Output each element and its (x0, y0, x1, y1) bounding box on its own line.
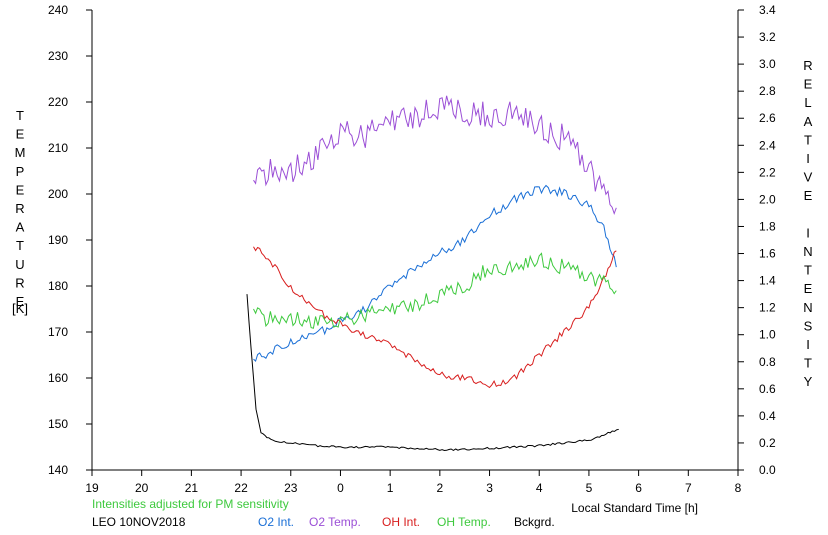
y-left-unit: [K] (12, 301, 28, 316)
x-tick-label: 20 (135, 481, 149, 495)
y-right-title-letter: N (803, 300, 812, 315)
y-right-title-letter: N (803, 244, 812, 259)
y-left-title-letter: P (16, 164, 25, 179)
series-lines (246, 95, 619, 452)
series-line-oh-int (253, 246, 617, 389)
y-left-tick-label: 160 (48, 371, 68, 385)
station-text: LEO 10NOV2018 (92, 515, 186, 529)
y-left-title-letter: E (16, 182, 25, 197)
legend: Intensities adjusted for PM sensitivity L… (92, 497, 555, 529)
y-left-title-letter: R (15, 201, 24, 216)
legend-entry-oh-temp: OH Temp. (437, 515, 491, 529)
y-right-tick-label: 3.0 (759, 57, 776, 71)
y-left-title-letter: M (15, 145, 26, 160)
y-right-tick-label: 3.4 (759, 3, 776, 17)
series-line-o2-temp (253, 95, 617, 216)
y-right-title-letter: A (804, 114, 813, 129)
y-left-tick-label: 230 (48, 49, 68, 63)
y-left-title-letter: T (16, 238, 24, 253)
x-tick-label: 1 (387, 481, 394, 495)
x-tick-label: 0 (337, 481, 344, 495)
y-right-tick-label: 1.4 (759, 274, 776, 288)
y-right-tick-label: 0.6 (759, 382, 776, 396)
legend-entry-bckgrd: Bckgrd. (514, 515, 555, 529)
y-right-tick-label: 0.4 (759, 409, 776, 423)
y-left-tick-label: 150 (48, 417, 68, 431)
y-left-title-letter: E (16, 294, 25, 309)
y-right-title-letter: R (803, 58, 812, 73)
axes (86, 9, 744, 476)
axis-labels: 19 20 21 22 23 0 1 2 3 4 5 6 7 8140150160170180190200… (12, 3, 813, 515)
series-line-oh-temp (253, 252, 617, 329)
y-right-tick-label: 1.8 (759, 219, 776, 233)
y-right-tick-label: 0.8 (759, 355, 776, 369)
y-right-title-letter: I (806, 337, 810, 352)
y-right-tick-label: 2.2 (759, 165, 776, 179)
y-left-title-letter: A (16, 220, 25, 235)
y-right-tick-label: 3.2 (759, 30, 776, 44)
y-right-title-letter: E (804, 281, 813, 296)
x-tick-label: 21 (185, 481, 199, 495)
y-right-tick-label: 1.0 (759, 328, 776, 342)
y-right-title-letter: L (804, 95, 811, 110)
x-tick-label: 22 (234, 481, 248, 495)
y-left-tick-label: 190 (48, 233, 68, 247)
y-right-title-letter: S (804, 318, 813, 333)
y-left-tick-label: 170 (48, 325, 68, 339)
x-tick-label: 5 (586, 481, 593, 495)
y-right-title-letter: E (804, 77, 813, 92)
x-tick-label: 7 (685, 481, 692, 495)
y-left-tick-label: 220 (48, 95, 68, 109)
x-tick-label: 23 (284, 481, 298, 495)
x-tick-label: 8 (735, 481, 742, 495)
series-line-bckgrd (246, 294, 619, 452)
y-right-tick-label: 2.4 (759, 138, 776, 152)
y-right-tick-label: 1.2 (759, 301, 776, 315)
x-tick-label: 6 (635, 481, 642, 495)
y-right-title-letter: V (804, 170, 813, 185)
x-tick-label: 2 (437, 481, 444, 495)
y-right-tick-label: 2.0 (759, 192, 776, 206)
x-tick-label: 4 (536, 481, 543, 495)
legend-entry-o2-temp: O2 Temp. (309, 515, 361, 529)
x-tick-label: 3 (486, 481, 493, 495)
y-left-title-letter: R (15, 275, 24, 290)
y-left-tick-label: 240 (48, 3, 68, 17)
legend-entry-o2-int: O2 Int. (258, 515, 294, 529)
y-right-title-letter: Y (804, 374, 813, 389)
x-axis-label: Local Standard Time [h] (571, 501, 698, 515)
y-left-title-letter: U (15, 257, 24, 272)
y-left-title-letter: T (16, 108, 24, 123)
y-right-title-letter: T (804, 356, 812, 371)
note-text: Intensities adjusted for PM sensitivity (92, 497, 289, 511)
y-left-tick-label: 210 (48, 141, 68, 155)
y-left-tick-label: 140 (48, 463, 68, 477)
y-right-tick-label: 2.8 (759, 84, 776, 98)
series-line-o2-int (253, 184, 617, 363)
y-left-tick-label: 180 (48, 279, 68, 293)
y-right-title-letter: T (804, 132, 812, 147)
y-right-title-letter: E (804, 188, 813, 203)
y-right-tick-label: 2.6 (759, 111, 776, 125)
legend-entry-oh-int: OH Int. (382, 515, 420, 529)
y-left-tick-label: 200 (48, 187, 68, 201)
y-right-tick-label: 1.6 (759, 247, 776, 261)
y-right-title-letter: I (806, 225, 810, 240)
y-right-title-letter: T (804, 263, 812, 278)
y-right-tick-label: 0.2 (759, 436, 776, 450)
x-tick-label: 19 (85, 481, 99, 495)
y-left-title-letter: E (16, 127, 25, 142)
y-right-title-letter: I (806, 151, 810, 166)
y-right-tick-label: 0.0 (759, 463, 776, 477)
